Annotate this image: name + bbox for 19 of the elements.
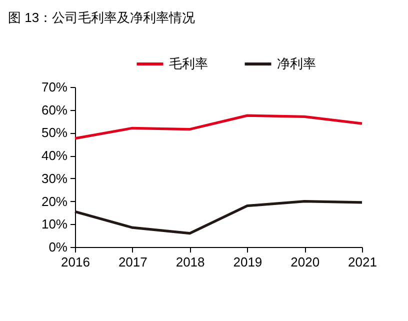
line-series [74, 114, 364, 140]
y-tick-label: 20% [41, 194, 68, 209]
y-tick-label: 40% [41, 148, 68, 164]
legend-label: 毛利率 [169, 56, 208, 71]
y-tick-label: 30% [41, 170, 68, 186]
x-tick-label: 2017 [118, 254, 148, 270]
x-tick-label: 2020 [290, 254, 320, 270]
y-tick-label: 50% [41, 125, 68, 140]
y-tick-label: 10% [41, 216, 68, 232]
x-tick-label: 2018 [176, 254, 205, 270]
y-tick-label: 60% [41, 102, 68, 118]
legend-label: 净利率 [277, 56, 316, 71]
x-tick-label: 2016 [61, 254, 90, 270]
y-tick-label: 0% [48, 240, 68, 254]
x-tick-label: 2019 [233, 254, 262, 270]
chart-title: 图 13：公司毛利率及净利率情况 [8, 9, 196, 27]
line-series [74, 200, 364, 235]
y-tick-label: 70% [41, 80, 68, 94]
x-tick-label: 2021 [348, 254, 377, 270]
